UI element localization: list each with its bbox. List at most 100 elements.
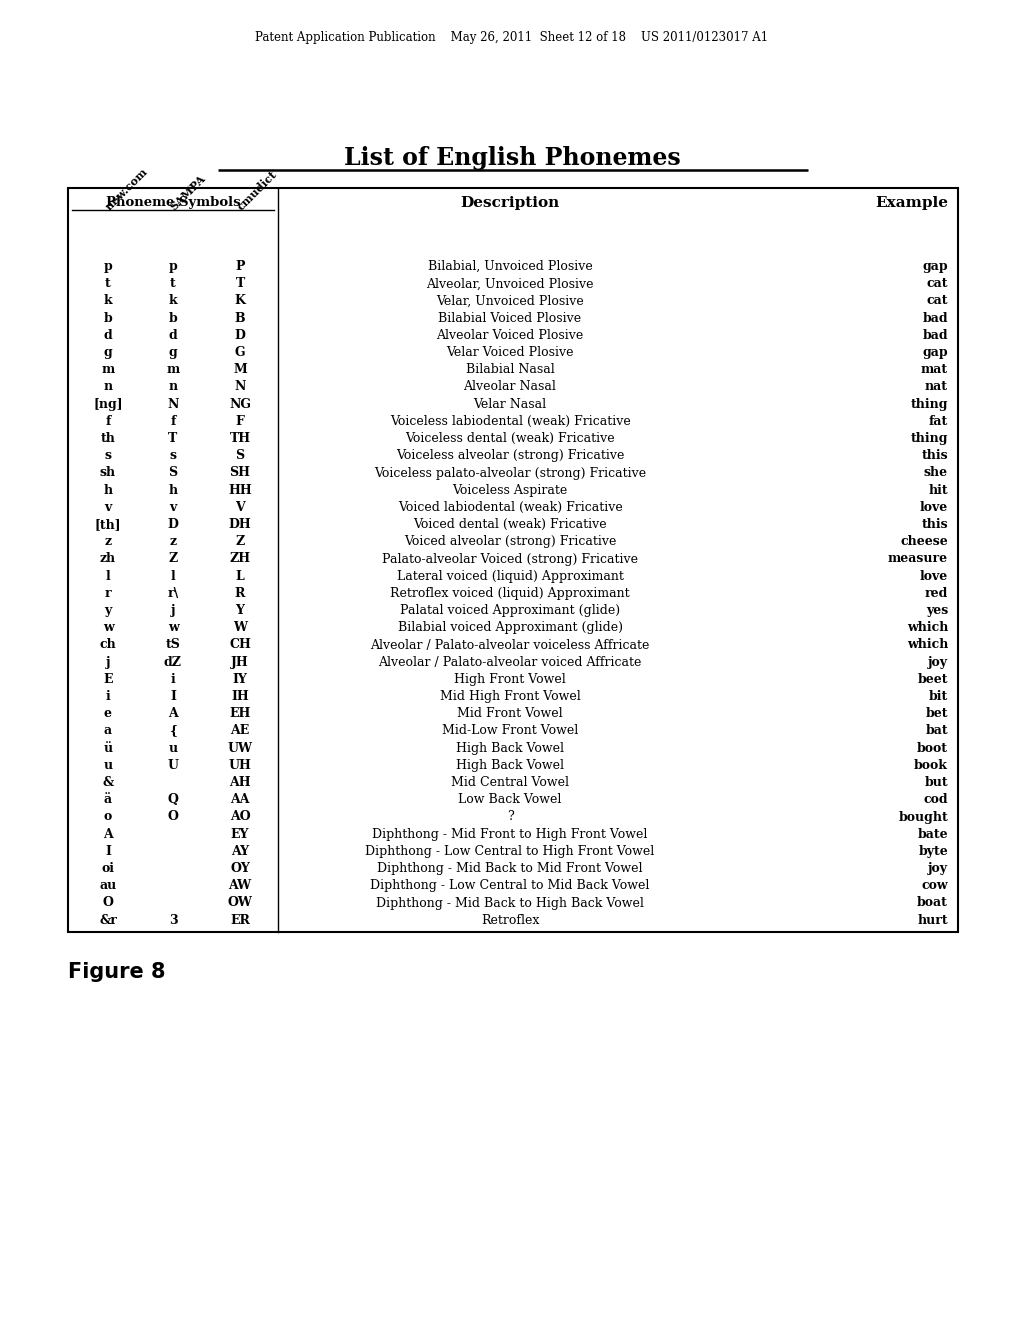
Text: Alveolar / Palato-alveolar voiceless Affricate: Alveolar / Palato-alveolar voiceless Aff… [371, 639, 649, 652]
Text: AW: AW [228, 879, 252, 892]
Text: ?: ? [507, 810, 513, 824]
Text: Z: Z [236, 536, 245, 548]
Text: D: D [168, 517, 178, 531]
Text: JH: JH [231, 656, 249, 669]
Text: w: w [102, 622, 114, 635]
Text: IY: IY [232, 673, 248, 686]
Text: red: red [925, 587, 948, 599]
Text: which: which [906, 639, 948, 652]
Text: g: g [169, 346, 177, 359]
Text: AE: AE [230, 725, 250, 738]
Text: Alveolar / Palato-alveolar voiced Affricate: Alveolar / Palato-alveolar voiced Affric… [378, 656, 642, 669]
Text: B: B [234, 312, 246, 325]
Text: joy: joy [928, 656, 948, 669]
Text: EH: EH [229, 708, 251, 721]
Text: Bilabial Voiced Plosive: Bilabial Voiced Plosive [438, 312, 582, 325]
Text: but: but [925, 776, 948, 789]
Text: b: b [169, 312, 177, 325]
Text: M: M [233, 363, 247, 376]
Text: R: R [234, 587, 245, 599]
Text: L: L [236, 570, 245, 582]
Text: thing: thing [910, 397, 948, 411]
Text: mat: mat [921, 363, 948, 376]
Text: t: t [170, 277, 176, 290]
Text: S: S [236, 449, 245, 462]
Text: t: t [105, 277, 111, 290]
Text: Figure 8: Figure 8 [68, 962, 166, 982]
Text: i: i [105, 690, 111, 704]
Text: hurt: hurt [918, 913, 948, 927]
Text: Bilabial voiced Approximant (glide): Bilabial voiced Approximant (glide) [397, 622, 623, 635]
Text: Alveolar, Unvoiced Plosive: Alveolar, Unvoiced Plosive [426, 277, 594, 290]
Text: Y: Y [236, 605, 245, 616]
Text: Retroflex: Retroflex [481, 913, 540, 927]
Text: I: I [170, 690, 176, 704]
Text: bad: bad [923, 329, 948, 342]
Text: CH: CH [229, 639, 251, 652]
Text: bad: bad [923, 312, 948, 325]
Text: {: { [169, 725, 177, 738]
Text: s: s [170, 449, 176, 462]
Text: bet: bet [926, 708, 948, 721]
Text: m: m [101, 363, 115, 376]
Text: AH: AH [229, 776, 251, 789]
Text: bit: bit [929, 690, 948, 704]
Text: F: F [236, 414, 245, 428]
Text: ch: ch [99, 639, 117, 652]
Text: v: v [169, 500, 176, 513]
Text: joy: joy [928, 862, 948, 875]
Text: r\: r\ [167, 587, 178, 599]
Text: T: T [168, 432, 177, 445]
Text: hit: hit [929, 483, 948, 496]
Text: Bilabial Nasal: Bilabial Nasal [466, 363, 554, 376]
Text: Voiced labiodental (weak) Fricative: Voiced labiodental (weak) Fricative [397, 500, 623, 513]
Text: w: w [168, 622, 178, 635]
Text: O: O [102, 896, 114, 909]
Text: thing: thing [910, 432, 948, 445]
Text: z: z [170, 536, 176, 548]
Text: a: a [104, 725, 112, 738]
Text: Diphthong - Mid Back to High Back Vowel: Diphthong - Mid Back to High Back Vowel [376, 896, 644, 909]
Text: NG: NG [229, 397, 251, 411]
Text: p: p [103, 260, 113, 273]
Text: g: g [103, 346, 113, 359]
Text: A: A [103, 828, 113, 841]
Text: Lateral voiced (liquid) Approximant: Lateral voiced (liquid) Approximant [396, 570, 624, 582]
Text: h: h [103, 483, 113, 496]
Text: n: n [168, 380, 177, 393]
Text: m-w.com: m-w.com [103, 165, 150, 213]
Text: Voiced alveolar (strong) Fricative: Voiced alveolar (strong) Fricative [403, 536, 616, 548]
Text: Bilabial, Unvoiced Plosive: Bilabial, Unvoiced Plosive [428, 260, 592, 273]
Text: ä: ä [104, 793, 112, 807]
Text: A: A [168, 708, 178, 721]
Text: &: & [102, 776, 114, 789]
Text: Example: Example [874, 195, 948, 210]
Text: ER: ER [230, 913, 250, 927]
Text: 3: 3 [169, 913, 177, 927]
Text: Velar Voiced Plosive: Velar Voiced Plosive [446, 346, 573, 359]
Text: e: e [104, 708, 112, 721]
Text: d: d [103, 329, 113, 342]
Text: O: O [168, 810, 178, 824]
Text: IH: IH [231, 690, 249, 704]
Text: tS: tS [166, 639, 180, 652]
Text: this: this [922, 517, 948, 531]
Text: Voiceless dental (weak) Fricative: Voiceless dental (weak) Fricative [406, 432, 614, 445]
Text: d: d [169, 329, 177, 342]
Text: bate: bate [918, 828, 948, 841]
Text: boot: boot [918, 742, 948, 755]
Text: f: f [170, 414, 176, 428]
Text: N: N [234, 380, 246, 393]
Text: SAMPA: SAMPA [168, 173, 208, 213]
Text: j: j [105, 656, 111, 669]
Text: nat: nat [925, 380, 948, 393]
Text: Diphthong - Low Central to High Front Vowel: Diphthong - Low Central to High Front Vo… [366, 845, 654, 858]
Text: b: b [103, 312, 113, 325]
Text: bat: bat [926, 725, 948, 738]
Text: DH: DH [228, 517, 251, 531]
Text: High Back Vowel: High Back Vowel [456, 742, 564, 755]
Text: W: W [233, 622, 247, 635]
Text: Z: Z [168, 553, 177, 565]
Text: List of English Phonemes: List of English Phonemes [344, 147, 680, 170]
Text: m: m [166, 363, 179, 376]
